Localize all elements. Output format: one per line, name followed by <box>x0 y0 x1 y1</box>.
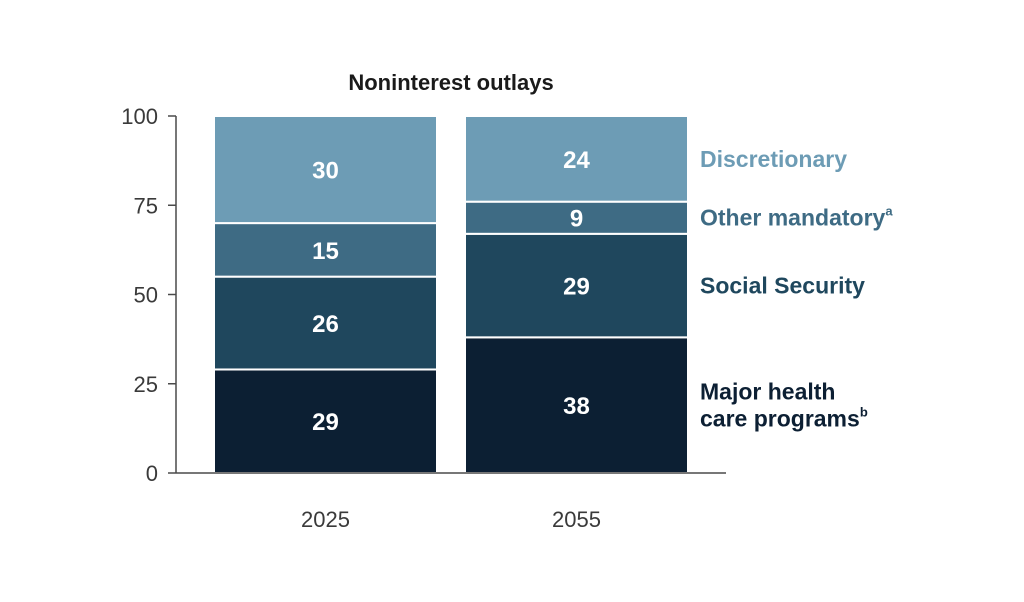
x-tick-label: 2025 <box>301 507 350 532</box>
legend-footnote-marker: b <box>860 405 868 420</box>
legend-label: Other mandatorya <box>700 204 893 231</box>
bar-segment-major-health-care-programs-2055 <box>464 336 689 474</box>
legend-item-other-mandatory: Other mandatorya <box>700 204 893 231</box>
legend-item-social-security: Social Security <box>700 273 865 299</box>
data-label: 26 <box>312 311 339 338</box>
bar-segment-discretionary-2055 <box>464 115 689 203</box>
y-tick-label: 75 <box>134 193 158 218</box>
bar-segment-other-mandatory-2055 <box>464 200 689 235</box>
legend-label: Major health <box>700 379 835 405</box>
bar-segment-other-mandatory-2025 <box>213 222 438 278</box>
legend-label: care programsb <box>700 405 868 432</box>
legend-item-discretionary: Discretionary <box>700 146 847 172</box>
y-tick-label: 50 <box>134 283 158 308</box>
legend-label: Discretionary <box>700 146 847 172</box>
y-tick-label: 0 <box>146 461 158 486</box>
bar-segment-discretionary-2025 <box>213 115 438 225</box>
bar-segment-social-security-2025 <box>213 275 438 371</box>
x-tick-label: 2055 <box>552 507 601 532</box>
y-tick-label: 25 <box>134 372 158 397</box>
data-label: 29 <box>312 409 339 436</box>
chart-title: Noninterest outlays <box>348 70 553 95</box>
x-axis: 2025 2055 <box>176 472 726 532</box>
data-label: 38 <box>563 393 590 420</box>
legend-footnote-marker: a <box>885 204 893 219</box>
y-tick-label: 100 <box>121 104 158 129</box>
bars: 29 26 15 30 38 29 9 24 <box>213 115 689 474</box>
bar-segment-social-security-2055 <box>464 232 689 339</box>
data-label: 9 <box>570 206 583 233</box>
data-label: 15 <box>312 238 339 265</box>
data-label: 24 <box>563 147 590 174</box>
data-label: 30 <box>312 158 339 185</box>
data-label: 29 <box>563 274 590 301</box>
legend-label: Social Security <box>700 273 865 299</box>
y-axis: 0 25 50 75 100 <box>121 104 177 486</box>
